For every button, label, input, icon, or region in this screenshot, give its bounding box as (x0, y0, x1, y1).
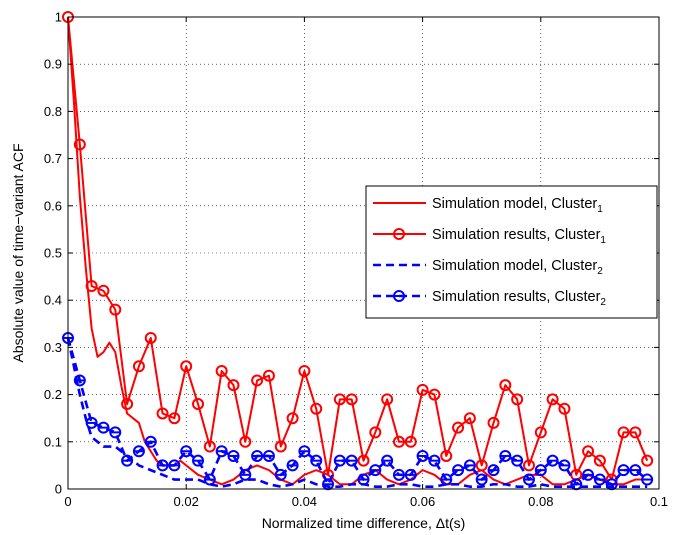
series-2-point-23 (333, 393, 346, 406)
series-2-point-2 (85, 280, 98, 293)
y-tick-label: 1 (55, 10, 62, 25)
series-2-point-24 (345, 393, 358, 406)
series-2-point-19 (286, 412, 299, 425)
series-2-point-14 (227, 379, 240, 392)
series-2-point-13 (215, 365, 228, 377)
series-3-line (66, 337, 648, 488)
series-2-point-30 (416, 383, 429, 396)
data-series (62, 11, 654, 491)
series-2-point-27 (381, 393, 394, 406)
x-tick-label: 0.1 (650, 494, 668, 509)
series-2-point-48 (629, 426, 642, 439)
legend-label: Simulation results, Cluster2 (432, 289, 606, 308)
series-2-point-17 (262, 369, 275, 382)
legend-entry-4: Simulation results, Cluster2 (373, 289, 606, 308)
series-2-point-9 (168, 412, 181, 425)
y-tick-label: 0.8 (44, 104, 62, 119)
series-2-point-31 (428, 388, 441, 401)
series-2-point-33 (452, 421, 465, 434)
series-2-point-49 (641, 454, 654, 467)
series-2-point-37 (499, 379, 512, 392)
series-2-point-15 (239, 435, 252, 448)
y-tick-label: 0 (55, 482, 62, 497)
y-tick-label: 0.9 (44, 57, 62, 72)
x-tick-label: 0.06 (410, 494, 435, 509)
series-2-point-45 (593, 454, 606, 467)
series-2-point-47 (617, 426, 630, 439)
series-2-point-34 (463, 412, 476, 425)
series-2-point-42 (558, 402, 571, 415)
series-2-point-39 (522, 459, 535, 472)
legend-label-subscript: 2 (600, 297, 606, 308)
legend-label-subscript: 2 (597, 266, 603, 277)
x-tick-label: 0 (64, 494, 71, 509)
y-tick-label: 0.7 (44, 151, 62, 166)
legend-label-text: Simulation results, Cluster (432, 227, 601, 243)
y-tick-label: 0.2 (44, 387, 62, 402)
series-2-point-29 (404, 435, 417, 448)
legend-entry-1: Simulation model, Cluster1 (373, 196, 603, 215)
legend-entry-3: Simulation model, Cluster2 (373, 258, 603, 277)
series-2-point-3 (97, 284, 110, 297)
y-tick-labels: 0 0.1 0.2 0.3 0.4 0.5 0.6 0.7 0.8 0.9 1 (44, 10, 62, 497)
series-4 (62, 331, 654, 491)
series-2-point-35 (475, 459, 488, 472)
series-2-point-7 (144, 331, 157, 344)
x-tick-label: 0.08 (528, 494, 553, 509)
series-2-point-18 (274, 440, 287, 453)
series-2-point-28 (392, 435, 405, 448)
series-2-point-40 (534, 426, 547, 439)
series-2-point-4 (109, 303, 122, 316)
y-tick-label: 0.3 (44, 340, 62, 355)
x-tick-labels: 0 0.02 0.04 0.06 0.08 0.1 (64, 494, 668, 509)
x-tick-label: 0.04 (292, 494, 317, 509)
legend-entry-2: Simulation results, Cluster1 (373, 227, 606, 246)
series-2-point-16 (251, 374, 264, 387)
legend-swatch-point-0 (393, 228, 405, 240)
series-2-point-26 (369, 426, 382, 439)
legend-label-subscript: 1 (597, 204, 603, 215)
series-2-point-44 (582, 445, 595, 458)
series-2-point-38 (511, 393, 524, 406)
y-tick-label: 0.5 (44, 246, 62, 261)
legend-label-text: Simulation model, Cluster (432, 258, 597, 274)
series-2-point-41 (546, 393, 559, 406)
legend-label: Simulation results, Cluster1 (432, 227, 606, 246)
series-2-point-32 (440, 449, 453, 462)
y-tick-label: 0.4 (44, 293, 62, 308)
series-2-point-20 (298, 365, 311, 377)
legend-label-subscript: 1 (600, 235, 606, 246)
y-tick-label: 0.1 (44, 434, 62, 449)
series-2-point-12 (203, 440, 216, 453)
series-2-point-5 (121, 398, 134, 411)
y-tick-label: 0.6 (44, 198, 62, 213)
series-2-point-21 (310, 402, 323, 415)
series-2-point-10 (180, 360, 193, 373)
series-2-point-6 (132, 360, 145, 373)
legend-label-text: Simulation model, Cluster (432, 196, 597, 212)
series-2-point-1 (73, 138, 86, 151)
legend-label: Simulation model, Cluster2 (432, 258, 603, 277)
series-2-point-36 (487, 416, 500, 429)
series-2-point-11 (192, 398, 205, 411)
series-2-point-8 (156, 407, 169, 420)
legend-label-text: Simulation results, Cluster (432, 289, 601, 305)
y-axis-label: Absolute value of time−variant ACF (10, 143, 26, 362)
x-axis-label: Normalized time difference, Δt(s) (262, 515, 466, 531)
x-tick-label: 0.02 (174, 494, 199, 509)
series-3 (66, 337, 648, 488)
series-2-point-25 (357, 454, 370, 467)
legend-label: Simulation model, Cluster1 (432, 196, 603, 215)
